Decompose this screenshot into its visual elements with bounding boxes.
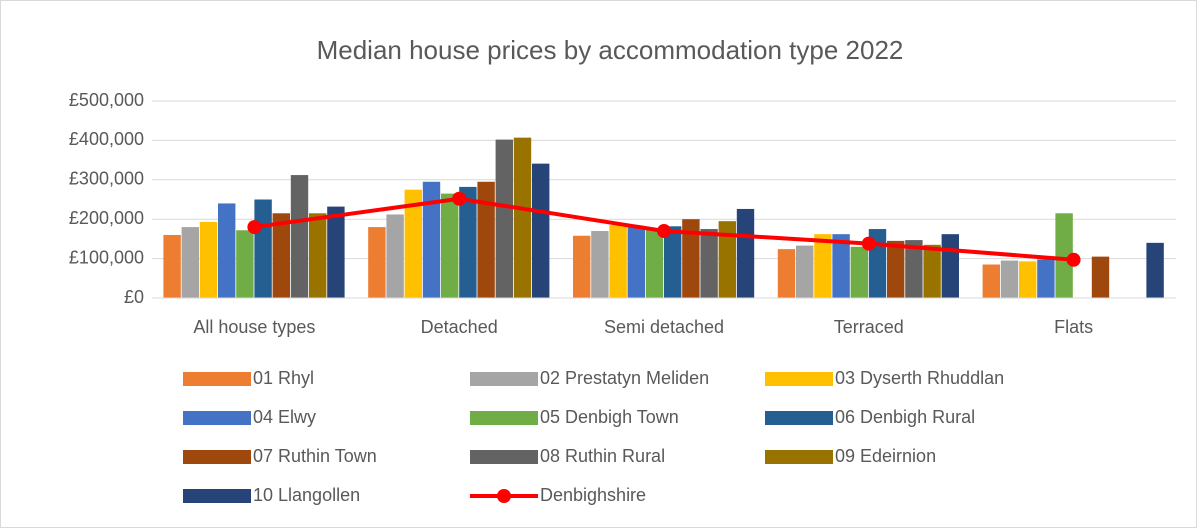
x-tick-label: Semi detached xyxy=(604,317,724,337)
bar xyxy=(814,234,832,298)
bar xyxy=(422,181,441,298)
bar xyxy=(386,214,404,298)
legend-swatch xyxy=(183,450,251,464)
y-tick-label: £200,000 xyxy=(69,208,144,228)
legend-swatch xyxy=(183,372,251,386)
bar xyxy=(495,139,513,298)
bar xyxy=(1000,260,1019,298)
bar xyxy=(532,163,550,298)
x-tick-label: Flats xyxy=(1054,317,1093,337)
legend-label: 06 Denbigh Rural xyxy=(835,407,975,427)
bar xyxy=(736,208,755,298)
y-tick-label: £300,000 xyxy=(69,169,144,189)
legend-swatch xyxy=(765,372,833,386)
legend-swatch xyxy=(470,411,538,425)
bar xyxy=(441,193,459,298)
legend-marker xyxy=(497,489,511,503)
legend-swatch xyxy=(765,411,833,425)
line-marker xyxy=(247,220,262,235)
y-tick-label: £0 xyxy=(124,287,144,307)
line-marker xyxy=(861,236,876,251)
bar xyxy=(609,225,627,298)
bar xyxy=(404,189,422,298)
bar xyxy=(163,234,181,298)
bar xyxy=(627,227,645,298)
bar xyxy=(682,219,700,298)
bar xyxy=(1037,259,1055,298)
legend-swatch xyxy=(765,450,833,464)
legend-label: 08 Ruthin Rural xyxy=(540,446,665,466)
bar xyxy=(982,264,1000,298)
bar xyxy=(777,249,796,298)
legend-label: 09 Edeirnion xyxy=(835,446,936,466)
bar xyxy=(1146,242,1164,298)
bar xyxy=(591,231,609,298)
bar xyxy=(796,245,814,298)
x-tick-label: All house types xyxy=(193,317,315,337)
bar xyxy=(513,137,532,298)
bar xyxy=(254,199,272,298)
bar xyxy=(1055,213,1073,298)
y-tick-label: £100,000 xyxy=(69,247,144,267)
bar xyxy=(1091,256,1110,298)
bar xyxy=(700,229,718,298)
bar xyxy=(272,213,290,298)
y-tick-label: £500,000 xyxy=(69,90,144,110)
legend-label: 01 Rhyl xyxy=(253,368,314,388)
bar xyxy=(905,240,923,298)
legend-label: 10 Llangollen xyxy=(253,485,360,505)
legend-label: 05 Denbigh Town xyxy=(540,407,679,427)
bar xyxy=(459,186,477,298)
bar xyxy=(887,240,905,298)
bar xyxy=(236,230,254,298)
chart-title: Median house prices by accommodation typ… xyxy=(317,35,904,65)
bar xyxy=(327,206,345,298)
x-tick-label: Detached xyxy=(421,317,498,337)
legend-swatch xyxy=(183,411,251,425)
bar xyxy=(850,246,868,298)
bar xyxy=(477,181,495,298)
legend-label: 03 Dyserth Rhuddlan xyxy=(835,368,1004,388)
bar xyxy=(664,226,682,298)
legend-swatch xyxy=(183,489,251,503)
bar xyxy=(218,203,236,298)
bar xyxy=(368,227,386,298)
y-tick-label: £400,000 xyxy=(69,129,144,149)
x-tick-label: Terraced xyxy=(834,317,904,337)
line-marker xyxy=(1066,252,1081,267)
legend-label: Denbighshire xyxy=(540,485,646,505)
bar xyxy=(923,244,941,298)
line-marker xyxy=(452,191,467,206)
bar xyxy=(832,234,850,298)
line-marker xyxy=(657,224,671,239)
bar xyxy=(1019,261,1037,298)
bar xyxy=(309,213,327,298)
bar xyxy=(573,235,591,298)
bar xyxy=(645,229,664,298)
bar xyxy=(941,234,959,298)
legend-swatch xyxy=(470,450,538,464)
bar xyxy=(181,227,199,298)
bar xyxy=(199,221,218,298)
legend-label: 04 Elwy xyxy=(253,407,316,427)
legend-label: 02 Prestatyn Meliden xyxy=(540,368,709,388)
legend-label: 07 Ruthin Town xyxy=(253,446,377,466)
bar xyxy=(718,221,736,298)
bar xyxy=(290,175,309,298)
legend-swatch xyxy=(470,372,538,386)
